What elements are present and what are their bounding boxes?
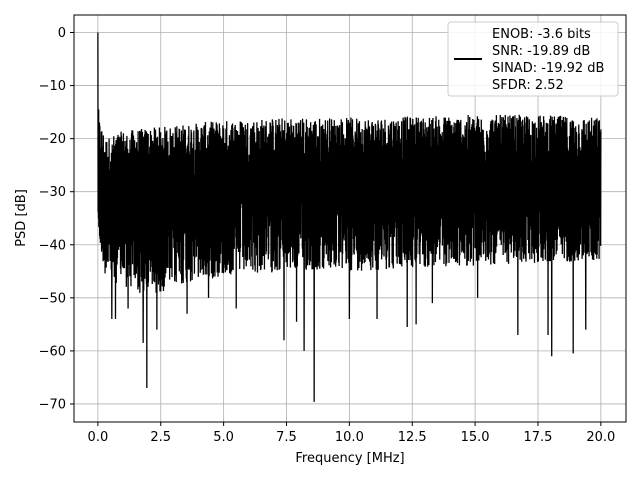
- x-tick-label: 7.5: [276, 430, 297, 445]
- psd-line: [97, 32, 602, 402]
- x-tick-label: 10.0: [335, 430, 364, 445]
- series-psd: [97, 32, 602, 402]
- legend-sfdr: SFDR: 2.52: [492, 78, 564, 93]
- y-tick-label: −70: [39, 397, 66, 412]
- legend-sinad: SINAD: -19.92 dB: [492, 61, 604, 76]
- x-tick-label: 17.5: [524, 430, 553, 445]
- legend-enob: ENOB: -3.6 bits: [492, 27, 591, 42]
- y-tick-label: −40: [39, 238, 66, 253]
- y-tick-label: −20: [39, 132, 66, 147]
- x-tick-label: 20.0: [586, 430, 615, 445]
- legend-snr: SNR: -19.89 dB: [492, 44, 590, 59]
- y-tick-label: 0: [58, 26, 66, 41]
- legend-box: [447, 21, 619, 97]
- y-tick-label: −50: [39, 291, 66, 306]
- x-tick-label: 5.0: [213, 430, 234, 445]
- x-tick-label: 15.0: [461, 430, 490, 445]
- legend: ENOB: -3.6 bits SNR: -19.89 dB SINAD: -1…: [447, 21, 619, 97]
- y-tick-label: −60: [39, 344, 66, 359]
- x-axis-label: Frequency [MHz]: [295, 451, 404, 466]
- y-axis-label: PSD [dB]: [14, 189, 29, 247]
- x-tick-label: 0.0: [88, 430, 109, 445]
- y-tick-label: −30: [39, 185, 66, 200]
- ticks: 0.0 2.5 5.0 7.5 10.0 12.5 15.0 17.5 20.0 0 −10 −20 −…: [39, 26, 616, 445]
- x-tick-label: 2.5: [150, 430, 171, 445]
- y-tick-label: −10: [39, 79, 66, 94]
- x-tick-label: 12.5: [398, 430, 427, 445]
- plot-frame: [73, 14, 627, 423]
